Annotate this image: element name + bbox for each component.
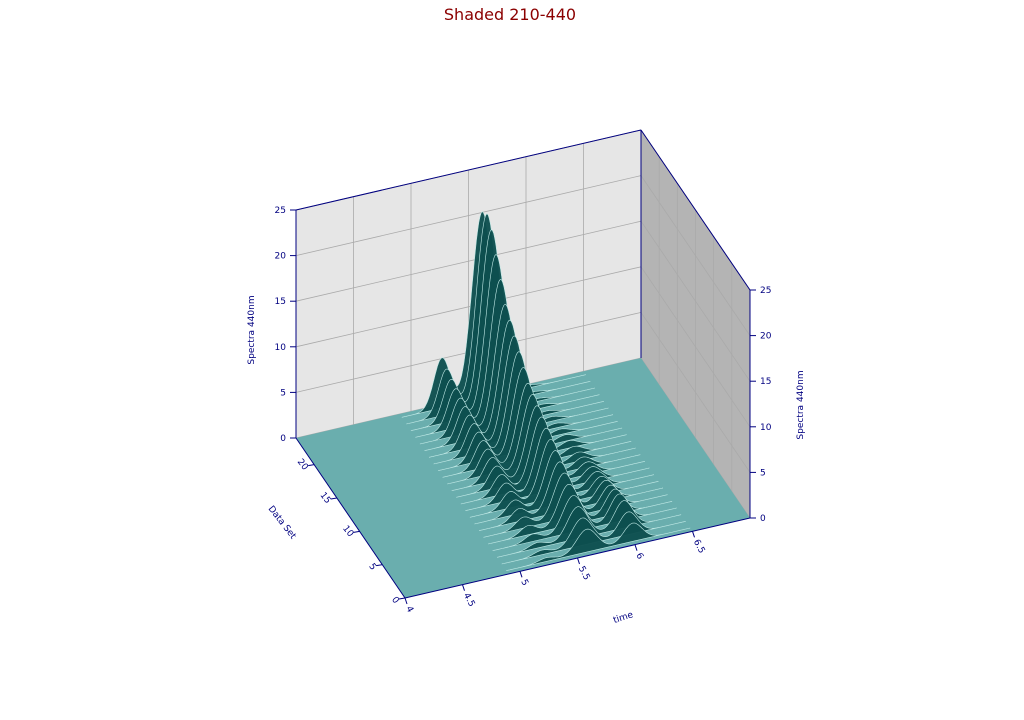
z-tick-label-left: 20 xyxy=(275,252,287,262)
x-tick-label: 4 xyxy=(403,605,415,615)
z-tick-label-right: 15 xyxy=(760,377,771,387)
x-tick-label: 6 xyxy=(633,551,645,561)
z-tick-label-right: 25 xyxy=(760,286,771,296)
z-tick-label-right: 0 xyxy=(760,514,766,524)
y-tick-mark xyxy=(353,530,360,533)
axis-edge xyxy=(640,129,751,291)
y-tick-label: 15 xyxy=(317,491,332,506)
z-axis-label-right: Spectra 440nm xyxy=(796,370,806,439)
y-tick-mark xyxy=(330,497,337,500)
y-tick-label: 10 xyxy=(340,524,355,539)
x-tick-label: 4.5 xyxy=(461,591,477,608)
z-tick-label-right: 5 xyxy=(760,468,766,478)
x-tick-mark xyxy=(519,571,523,578)
y-tick-label: 5 xyxy=(366,562,377,573)
z-tick-label-left: 0 xyxy=(280,434,286,444)
x-tick-mark xyxy=(577,557,580,565)
chart-title: Shaded 210-440 xyxy=(444,5,576,24)
y-tick-mark xyxy=(398,597,406,600)
x-tick-mark xyxy=(462,584,465,591)
z-tick-label-left: 5 xyxy=(280,388,286,398)
z-tick-label-right: 10 xyxy=(760,423,772,433)
z-tick-label-right: 20 xyxy=(760,332,772,342)
y-tick-label: 20 xyxy=(295,457,310,472)
x-tick-mark xyxy=(404,597,408,605)
y-tick-mark xyxy=(376,564,383,567)
y-tick-label: 0 xyxy=(389,595,401,606)
x-tick-label: 5.5 xyxy=(576,565,592,582)
x-tick-mark xyxy=(634,544,638,551)
y-tick-mark xyxy=(308,464,315,467)
z-tick-label-left: 10 xyxy=(275,343,287,353)
surface-plot xyxy=(296,211,750,598)
x-tick-label: 5 xyxy=(518,578,530,588)
data-ridge xyxy=(506,522,691,571)
z-tick-label-left: 15 xyxy=(275,297,286,307)
x-axis-label: time xyxy=(612,610,635,626)
x-tick-label: 6.5 xyxy=(691,538,707,555)
z-axis-label-left: Spectra 440nm xyxy=(247,295,257,364)
x-tick-mark xyxy=(692,531,695,538)
axis-edge xyxy=(295,129,642,211)
chart-walls xyxy=(295,129,751,519)
z-tick-label-left: 25 xyxy=(275,206,286,216)
y-axis-label: Data Set xyxy=(266,504,298,541)
